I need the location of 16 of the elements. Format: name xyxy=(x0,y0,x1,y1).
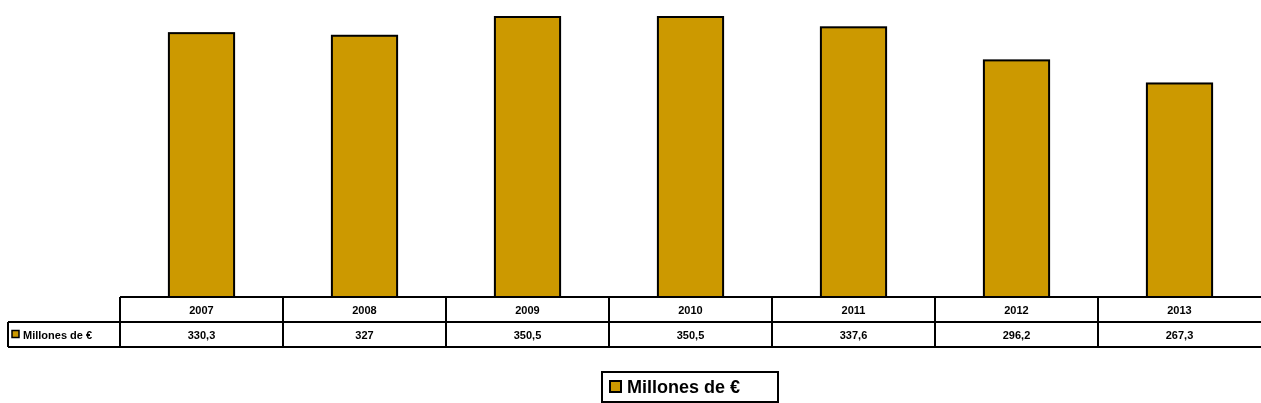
x-tick-label: 2011 xyxy=(841,303,866,316)
legend-label: Millones de € xyxy=(627,377,741,397)
data-label: 296,2 xyxy=(1002,328,1031,341)
x-tick-label: 2009 xyxy=(515,303,540,316)
data-label: 350,5 xyxy=(513,328,542,341)
text: Millones de € xyxy=(23,328,93,341)
x-tick-label: 2013 xyxy=(1167,303,1192,316)
data-label: 350,5 xyxy=(676,328,705,341)
data-label: 327 xyxy=(355,328,374,341)
data-label: 337,6 xyxy=(839,328,868,341)
x-tick-label: 2012 xyxy=(1004,303,1029,316)
data-label: 267,3 xyxy=(1165,328,1194,341)
x-tick-label: 2007 xyxy=(189,303,214,316)
x-tick-label: 2010 xyxy=(678,303,703,316)
data-label: 330,3 xyxy=(187,328,216,341)
x-tick-label: 2008 xyxy=(352,303,377,316)
